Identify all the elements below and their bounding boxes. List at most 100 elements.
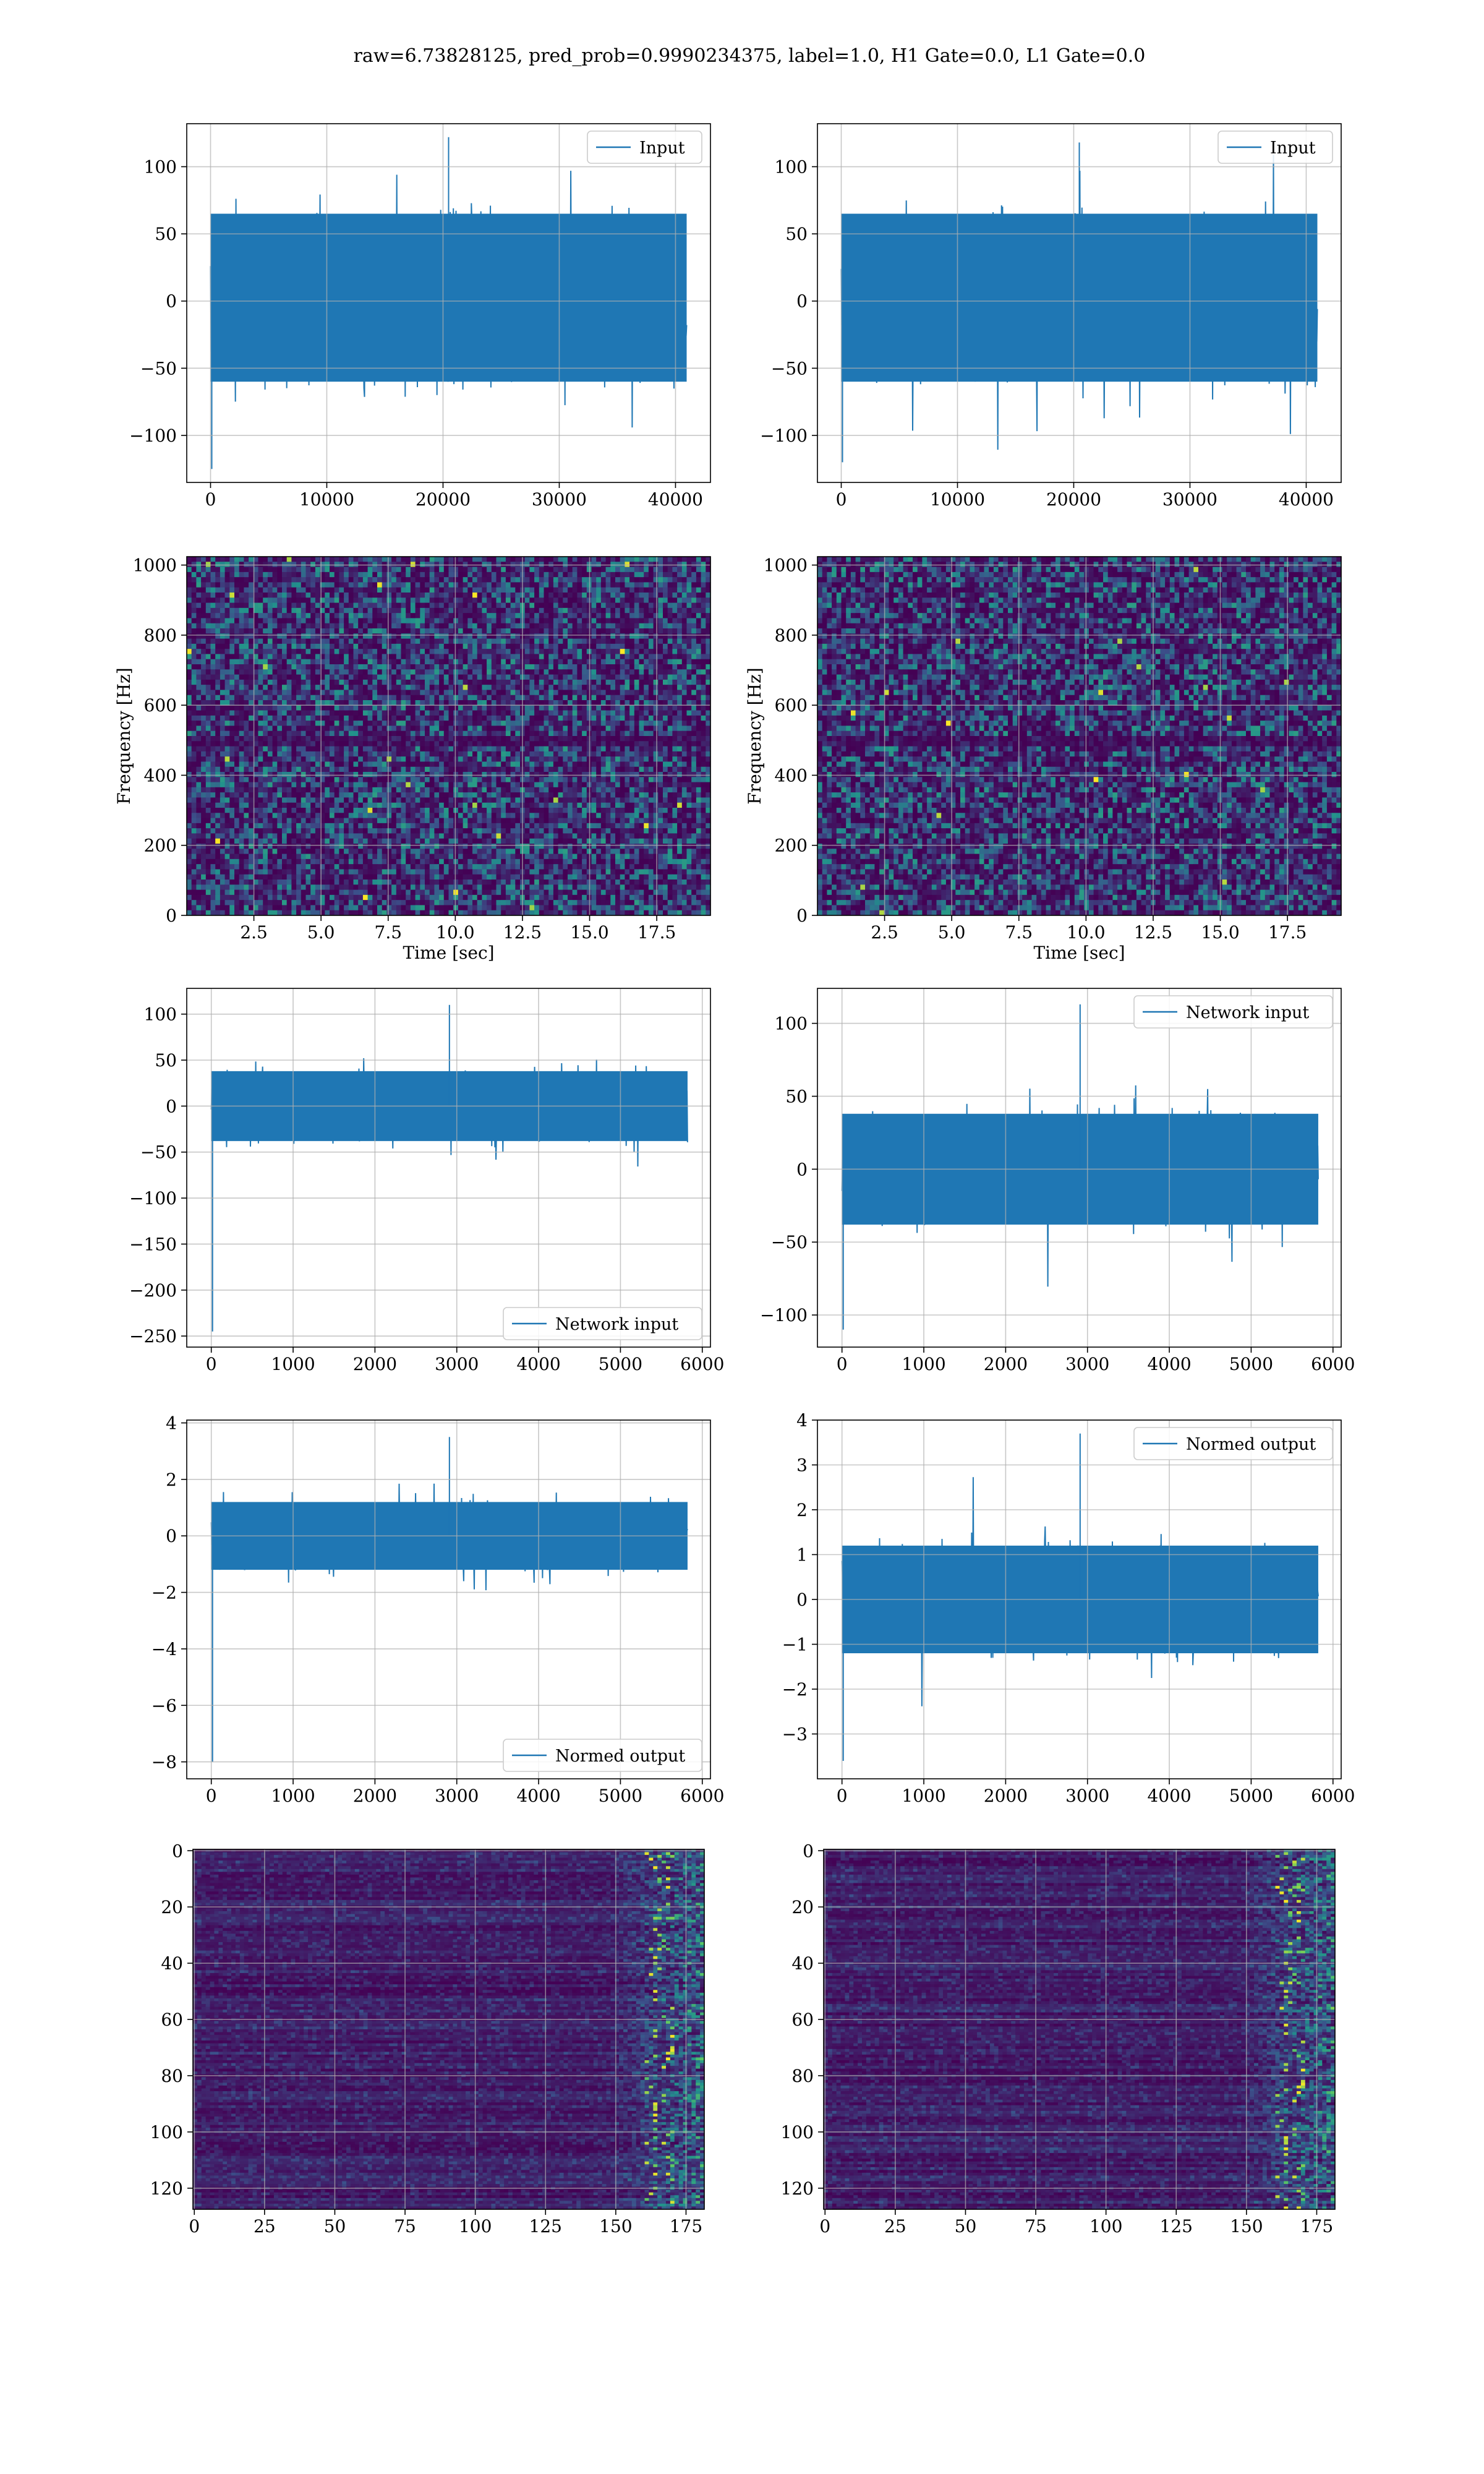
heatmap-cell [600, 654, 607, 660]
heatmap-cell [272, 669, 278, 675]
heatmap-cell [191, 582, 197, 588]
heatmap-cell [386, 736, 392, 742]
heatmap-cell [706, 567, 711, 573]
heatmap-cell [196, 669, 202, 675]
heatmap-cell [505, 602, 511, 609]
heatmap-cell [396, 659, 402, 665]
heatmap-cell [215, 746, 221, 752]
heatmap-cell [482, 587, 487, 593]
heatmap-cell [577, 577, 582, 583]
heatmap-cell [572, 633, 578, 640]
heatmap-cell [391, 577, 397, 583]
heatmap-cell [348, 721, 354, 727]
heatmap-cell [572, 628, 578, 634]
heatmap-cell [272, 705, 278, 711]
heatmap-cell [467, 659, 473, 665]
heatmap-cell [548, 659, 554, 665]
heatmap-cell [286, 766, 292, 773]
heatmap-cell [434, 643, 440, 649]
heatmap-cell [491, 715, 497, 721]
heatmap-cell [249, 690, 254, 696]
heatmap-cell [367, 593, 373, 598]
heatmap-cell [605, 721, 611, 727]
heatmap-cell [263, 679, 268, 685]
heatmap-cell [215, 761, 221, 768]
heatmap-cell [568, 695, 573, 701]
heatmap-cell [244, 654, 249, 660]
heatmap-cell [591, 664, 597, 670]
heatmap-cell [648, 710, 654, 716]
heatmap-cell [196, 685, 202, 691]
heatmap-cell [648, 679, 654, 685]
heatmap-cell [686, 756, 692, 763]
heatmap-cell [320, 649, 325, 655]
heatmap-cell [396, 664, 402, 670]
heatmap-cell [482, 597, 487, 604]
heatmap-cell [672, 772, 678, 777]
heatmap-cell [386, 633, 392, 640]
heatmap-cell [472, 567, 478, 573]
heatmap-cell [429, 726, 435, 732]
heatmap-cell [568, 649, 573, 655]
heatmap-cell [691, 721, 697, 727]
heatmap-cell [382, 628, 387, 634]
heatmap-cell [339, 741, 344, 747]
heatmap-cell [563, 751, 568, 757]
heatmap-cell [310, 649, 316, 655]
heatmap-cell [696, 726, 702, 732]
heatmap-cell [686, 777, 692, 783]
heatmap-cell [539, 633, 545, 640]
heatmap-cell [367, 633, 373, 640]
heatmap-cell [205, 633, 211, 640]
heatmap-cell [610, 695, 616, 701]
heatmap-cell [215, 597, 221, 604]
heatmap-cell [706, 721, 711, 727]
heatmap-cell [234, 649, 240, 655]
heatmap-cell [644, 638, 649, 644]
heatmap-cell [667, 571, 673, 578]
heatmap-cell [205, 557, 211, 562]
heatmap-cell [667, 638, 673, 644]
heatmap-cell [253, 623, 259, 629]
heatmap-cell [425, 582, 430, 588]
heatmap-cell [205, 643, 211, 649]
heatmap-cell [282, 721, 288, 727]
heatmap-cell [515, 726, 521, 732]
heatmap-cell [591, 674, 597, 680]
heatmap-cell [201, 715, 207, 721]
heatmap-cell [439, 649, 445, 655]
heatmap-cell [515, 741, 521, 747]
heatmap-cell [296, 777, 302, 783]
heatmap-cell [249, 571, 254, 578]
heatmap-cell [410, 638, 416, 644]
heatmap-cell [553, 567, 559, 573]
heatmap-cell [191, 669, 197, 675]
heatmap-cell [439, 577, 445, 583]
heatmap-cell [229, 557, 235, 562]
heatmap-cell [439, 741, 445, 747]
heatmap-cell [320, 557, 325, 562]
heatmap-cell [653, 643, 659, 649]
heatmap-cell [496, 613, 501, 619]
heatmap-cell [372, 567, 378, 573]
heatmap-cell [663, 761, 668, 768]
heatmap-cell [563, 643, 568, 649]
heatmap-cell [677, 587, 683, 593]
heatmap-cell [244, 726, 249, 732]
heatmap-cell [548, 736, 554, 742]
heatmap-cell [377, 664, 383, 670]
heatmap-cell [353, 751, 359, 757]
heatmap-cell [282, 597, 288, 604]
heatmap-cell [386, 659, 392, 665]
legend: Input [1217, 131, 1333, 164]
heatmap-cell [634, 607, 640, 614]
heatmap-cell [539, 721, 545, 727]
heatmap-cell [672, 607, 678, 614]
heatmap-cell [253, 669, 259, 675]
heatmap-cell [439, 777, 445, 783]
subplot-grid: 0 10000 20000 30000 40000−100−50050100Input0… [114, 123, 1355, 2236]
heatmap-cell [625, 751, 630, 757]
heatmap-cell [639, 679, 644, 685]
heatmap-cell [210, 638, 216, 644]
heatmap-cell [620, 721, 625, 727]
